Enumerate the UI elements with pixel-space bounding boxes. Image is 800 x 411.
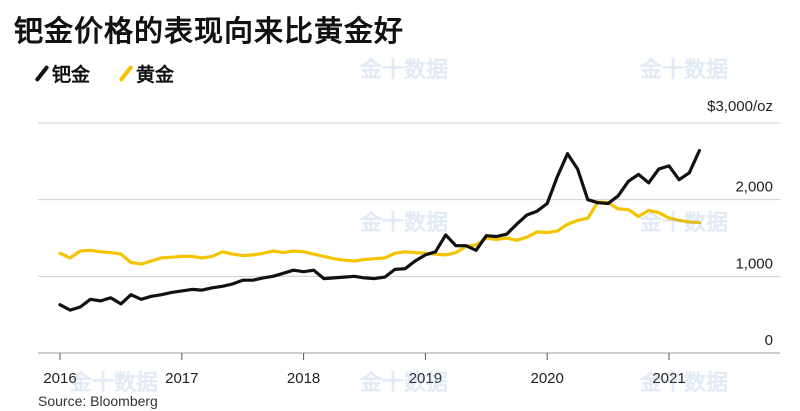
y-tick-label: 0 [765, 332, 773, 349]
legend-label-palladium: 钯金 [52, 64, 91, 86]
legend-label-gold: 黄金 [136, 64, 175, 86]
x-tick-label: 2017 [165, 370, 198, 387]
legend-item-palladium: 钯金 [34, 60, 91, 87]
x-tick-label: 2019 [409, 370, 442, 387]
legend-item-gold: 黄金 [118, 60, 175, 87]
y-tick-label: 2,000 [735, 179, 773, 196]
y-tick-label: 1,000 [735, 255, 773, 272]
x-tick-label: 2020 [531, 370, 564, 387]
legend: 钯金 黄金 [34, 60, 175, 87]
x-tick-label: 2016 [43, 370, 76, 387]
x-tick-label: 2018 [287, 370, 320, 387]
chart-title: 钯金价格的表现向来比黄金好 [14, 14, 405, 48]
source-note: Source: Bloomberg [38, 393, 158, 409]
y-tick-label: $3,000/oz [707, 98, 773, 115]
x-tick-label: 2021 [652, 370, 685, 387]
series-line-palladium [58, 149, 702, 312]
series-line-gold [58, 200, 702, 266]
